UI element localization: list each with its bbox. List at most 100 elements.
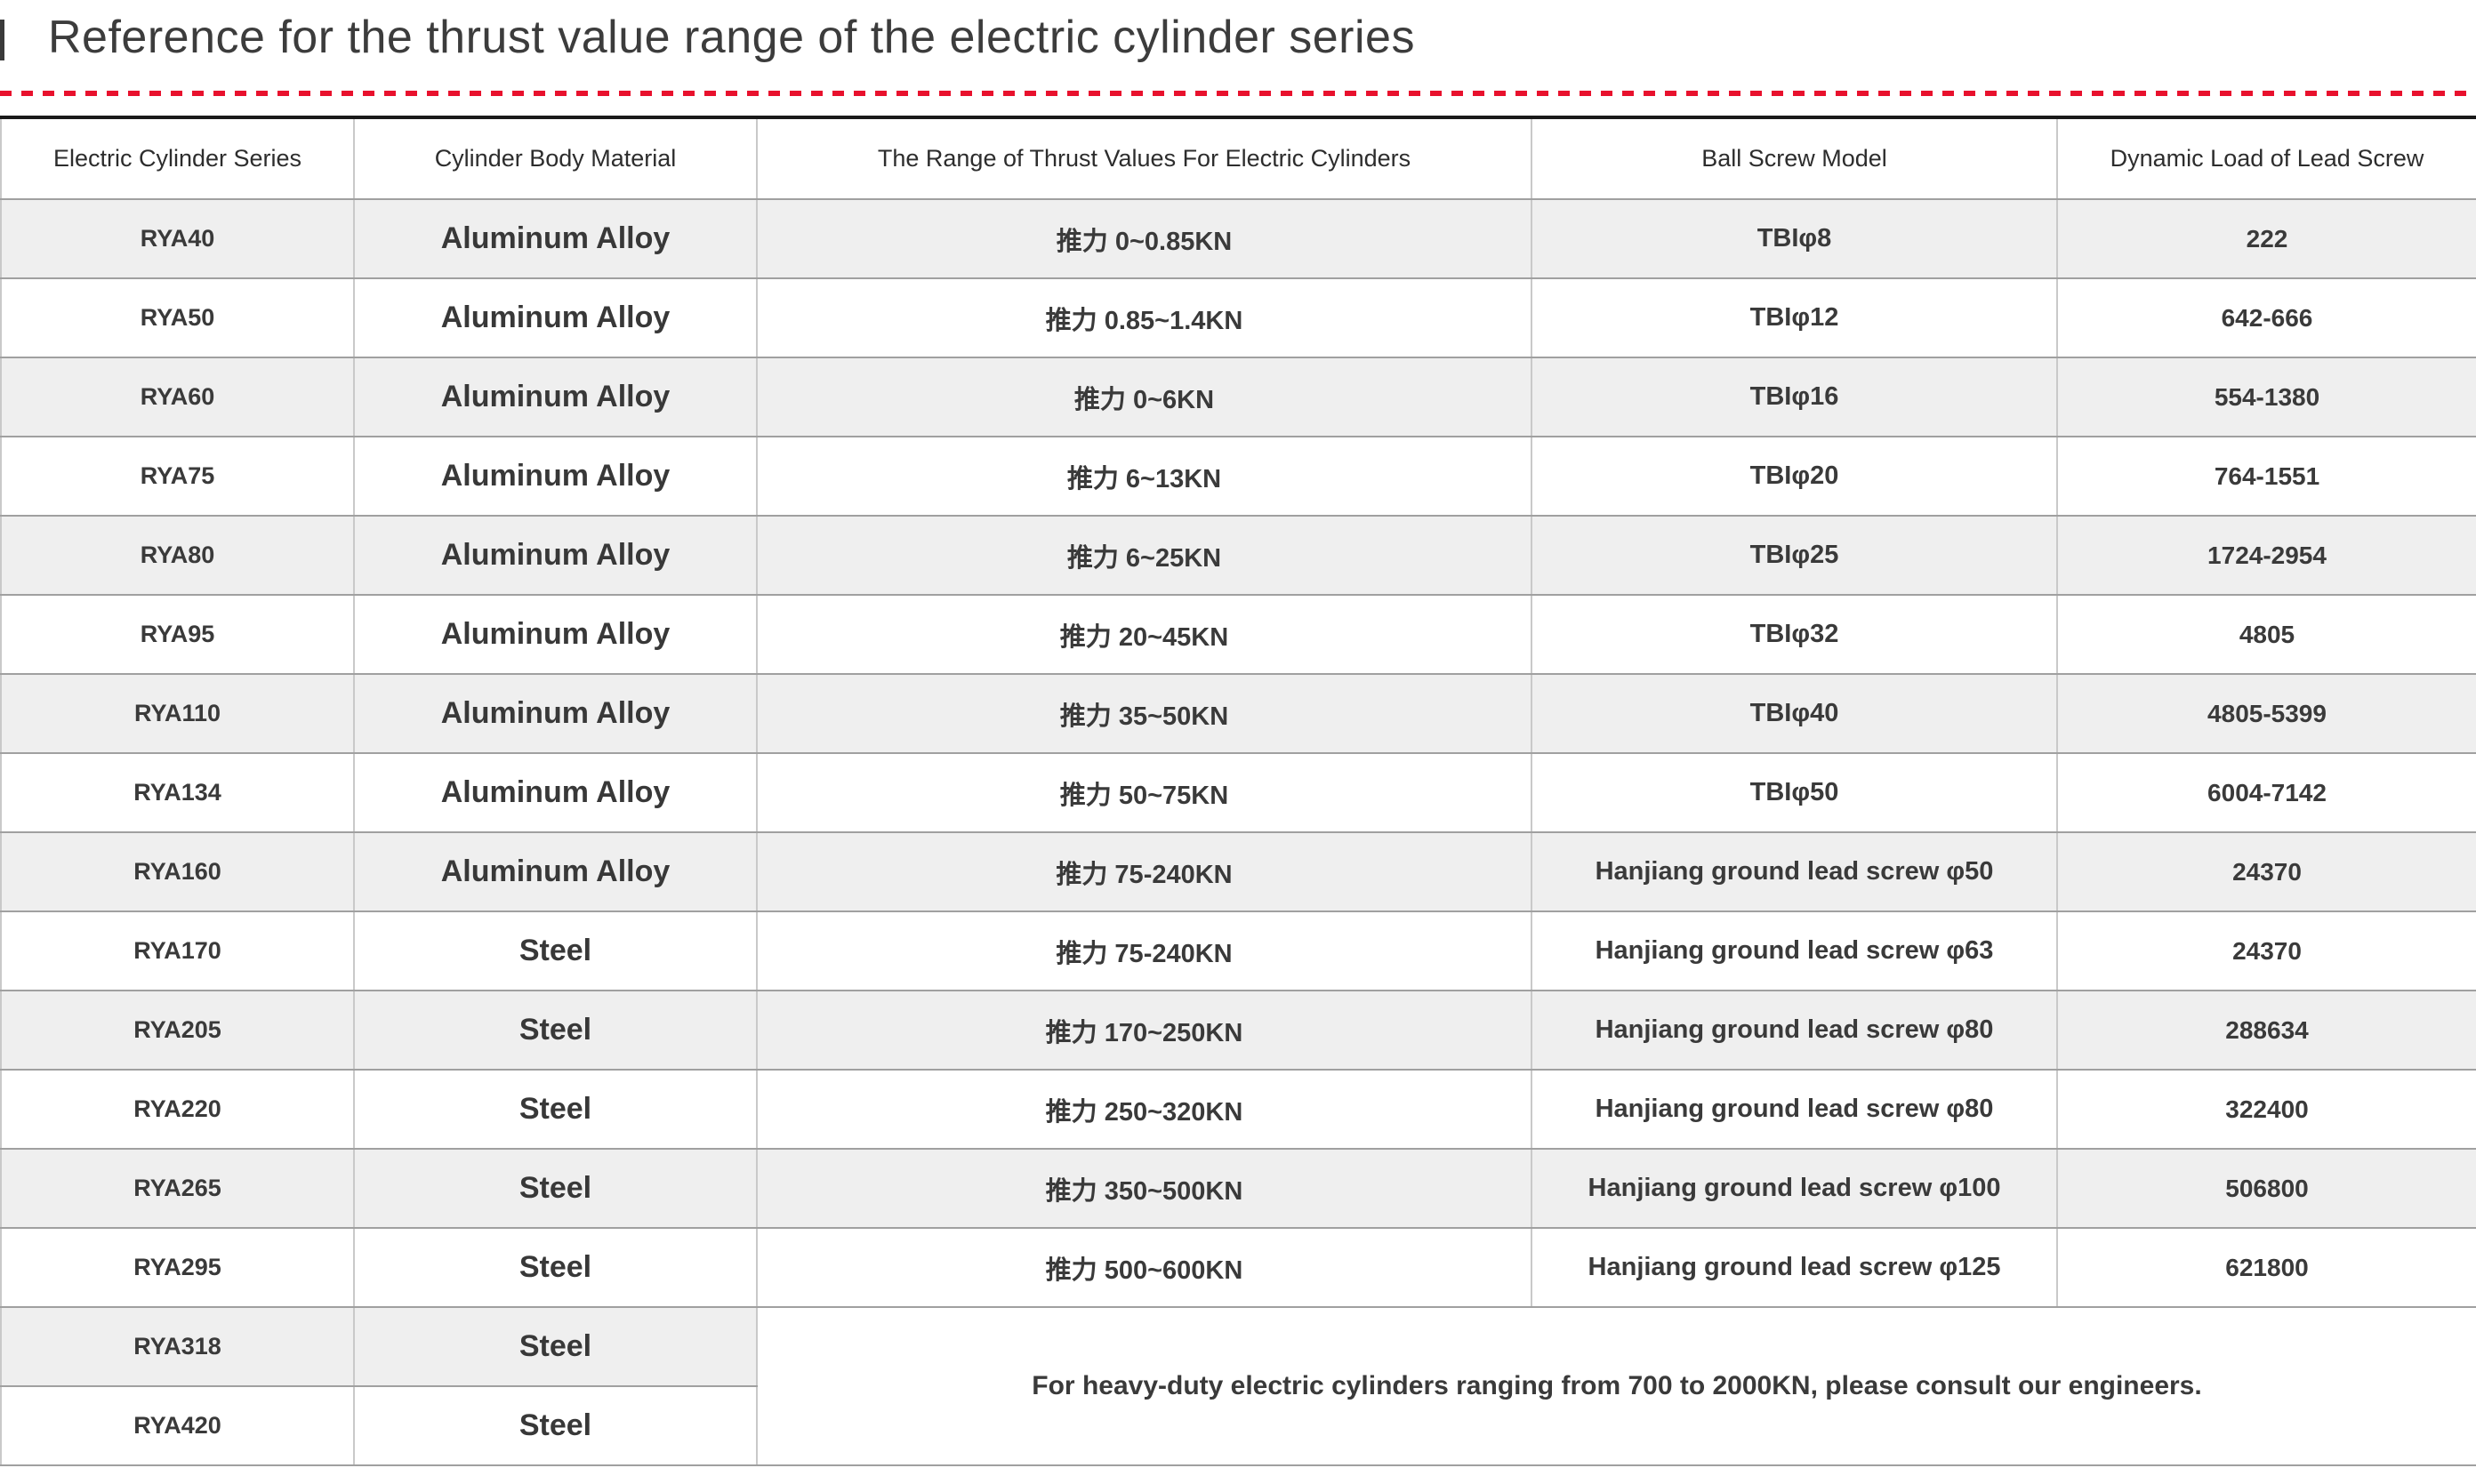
material-cell: Steel bbox=[353, 1385, 758, 1466]
ball-screw-cell: TBIφ50 bbox=[1531, 752, 2058, 833]
dynamic-load-cell: 4805 bbox=[2056, 594, 2476, 675]
series-cell: RYA295 bbox=[0, 1227, 355, 1308]
series-cell: RYA265 bbox=[0, 1148, 355, 1229]
dynamic-load-cell: 222 bbox=[2056, 198, 2476, 279]
series-cell: RYA50 bbox=[0, 277, 355, 358]
material-cell: Aluminum Alloy bbox=[353, 673, 758, 754]
ball-screw-cell: TBIφ32 bbox=[1531, 594, 2058, 675]
column-header-material: Cylinder Body Material bbox=[353, 116, 758, 200]
table-row: RYA50 Aluminum Alloy 推力 0.85~1.4KN TBIφ12 64… bbox=[0, 277, 2476, 358]
material-cell: Aluminum Alloy bbox=[353, 357, 758, 437]
table-header: Electric Cylinder Series Cylinder Body M… bbox=[0, 116, 2476, 200]
dynamic-load-cell: 288634 bbox=[2056, 990, 2476, 1071]
dynamic-load-cell: 764-1551 bbox=[2056, 436, 2476, 517]
series-cell: RYA205 bbox=[0, 990, 355, 1071]
dynamic-load-cell: 24370 bbox=[2056, 831, 2476, 912]
table-row: RYA205 Steel 推力 170~250KN Hanjiang ground l… bbox=[0, 990, 2476, 1071]
material-cell: Steel bbox=[353, 1306, 758, 1387]
ball-screw-cell: TBIφ20 bbox=[1531, 436, 2058, 517]
ball-screw-cell: Hanjiang ground lead screw φ80 bbox=[1531, 1069, 2058, 1150]
red-dashed-divider bbox=[0, 91, 2476, 96]
ball-screw-cell: Hanjiang ground lead screw φ63 bbox=[1531, 910, 2058, 991]
thrust-range-cell: 推力 250~320KN bbox=[756, 1069, 1532, 1150]
thrust-range-cell: 推力 75-240KN bbox=[756, 910, 1532, 991]
column-header-thrust: The Range of Thrust Values For Electric … bbox=[756, 116, 1532, 200]
thrust-range-cell: 推力 0~6KN bbox=[756, 357, 1532, 437]
table-row: RYA75 Aluminum Alloy 推力 6~13KN TBIφ20 764-15… bbox=[0, 436, 2476, 517]
series-cell: RYA110 bbox=[0, 673, 355, 754]
table-row: RYA265 Steel 推力 350~500KN Hanjiang ground l… bbox=[0, 1148, 2476, 1229]
series-cell: RYA134 bbox=[0, 752, 355, 833]
dynamic-load-cell: 4805-5399 bbox=[2056, 673, 2476, 754]
table-row: RYA170 Steel 推力 75-240KN Hanjiang ground le… bbox=[0, 910, 2476, 991]
thrust-range-cell: 推力 350~500KN bbox=[756, 1148, 1532, 1229]
material-cell: Aluminum Alloy bbox=[353, 198, 758, 279]
header-row: Electric Cylinder Series Cylinder Body M… bbox=[0, 116, 2476, 200]
thrust-range-cell: 推力 20~45KN bbox=[756, 594, 1532, 675]
dynamic-load-cell: 554-1380 bbox=[2056, 357, 2476, 437]
thrust-range-cell: 推力 0.85~1.4KN bbox=[756, 277, 1532, 358]
material-cell: Steel bbox=[353, 1069, 758, 1150]
dynamic-load-cell: 642-666 bbox=[2056, 277, 2476, 358]
thrust-range-cell: 推力 50~75KN bbox=[756, 752, 1532, 833]
series-cell: RYA80 bbox=[0, 515, 355, 596]
series-cell: RYA220 bbox=[0, 1069, 355, 1150]
material-cell: Steel bbox=[353, 1148, 758, 1229]
thrust-range-cell: 推力 170~250KN bbox=[756, 990, 1532, 1071]
series-cell: RYA75 bbox=[0, 436, 355, 517]
column-header-dynamic-load: Dynamic Load of Lead Screw bbox=[2056, 116, 2476, 200]
material-cell: Aluminum Alloy bbox=[353, 277, 758, 358]
material-cell: Aluminum Alloy bbox=[353, 436, 758, 517]
material-cell: Aluminum Alloy bbox=[353, 515, 758, 596]
ball-screw-cell: TBIφ25 bbox=[1531, 515, 2058, 596]
thrust-range-cell: 推力 0~0.85KN bbox=[756, 198, 1532, 279]
dynamic-load-cell: 1724-2954 bbox=[2056, 515, 2476, 596]
table-row: RYA134 Aluminum Alloy 推力 50~75KN TBIφ50 6004… bbox=[0, 752, 2476, 833]
table-row: RYA80 Aluminum Alloy 推力 6~25KN TBIφ25 1724-2… bbox=[0, 515, 2476, 596]
dynamic-load-cell: 24370 bbox=[2056, 910, 2476, 991]
dynamic-load-cell: 621800 bbox=[2056, 1227, 2476, 1308]
ball-screw-cell: Hanjiang ground lead screw φ80 bbox=[1531, 990, 2058, 1071]
table-row: RYA60 Aluminum Alloy 推力 0~6KN TBIφ16 554-138… bbox=[0, 357, 2476, 437]
title-edge-mark bbox=[0, 20, 4, 60]
series-cell: RYA60 bbox=[0, 357, 355, 437]
thrust-range-cell: 推力 35~50KN bbox=[756, 673, 1532, 754]
material-cell: Aluminum Alloy bbox=[353, 752, 758, 833]
material-cell: Aluminum Alloy bbox=[353, 594, 758, 675]
series-cell: RYA170 bbox=[0, 910, 355, 991]
ball-screw-cell: TBIφ8 bbox=[1531, 198, 2058, 279]
dynamic-load-cell: 322400 bbox=[2056, 1069, 2476, 1150]
series-cell: RYA40 bbox=[0, 198, 355, 279]
table-row: RYA295 Steel 推力 500~600KN Hanjiang ground l… bbox=[0, 1227, 2476, 1308]
page-title: Reference for the thrust value range of … bbox=[48, 12, 1415, 63]
material-cell: Aluminum Alloy bbox=[353, 831, 758, 912]
material-cell: Steel bbox=[353, 910, 758, 991]
table-body: RYA40 Aluminum Alloy 推力 0~0.85KN TBIφ8 222 RY… bbox=[0, 198, 2476, 1466]
series-cell: RYA318 bbox=[0, 1306, 355, 1387]
dynamic-load-cell: 506800 bbox=[2056, 1148, 2476, 1229]
table-row: RYA420 Steel bbox=[0, 1385, 2476, 1466]
ball-screw-cell: Hanjiang ground lead screw φ50 bbox=[1531, 831, 2058, 912]
column-header-ball-screw: Ball Screw Model bbox=[1531, 116, 2058, 200]
ball-screw-cell: Hanjiang ground lead screw φ125 bbox=[1531, 1227, 2058, 1308]
material-cell: Steel bbox=[353, 990, 758, 1071]
table-row: RYA95 Aluminum Alloy 推力 20~45KN TBIφ32 4805 bbox=[0, 594, 2476, 675]
table-row: RYA318 Steel For heavy-duty electric cylin… bbox=[0, 1306, 2476, 1466]
ball-screw-cell: TBIφ16 bbox=[1531, 357, 2058, 437]
table-row: RYA110 Aluminum Alloy 推力 35~50KN TBIφ40 4805… bbox=[0, 673, 2476, 754]
ball-screw-cell: TBIφ12 bbox=[1531, 277, 2058, 358]
thrust-range-cell: 推力 6~13KN bbox=[756, 436, 1532, 517]
title-band: Reference for the thrust value range of … bbox=[0, 0, 2476, 92]
thrust-range-cell: 推力 75-240KN bbox=[756, 831, 1532, 912]
table-row: RYA220 Steel 推力 250~320KN Hanjiang ground l… bbox=[0, 1069, 2476, 1150]
dynamic-load-cell: 6004-7142 bbox=[2056, 752, 2476, 833]
material-cell: Steel bbox=[353, 1227, 758, 1308]
ball-screw-cell: Hanjiang ground lead screw φ100 bbox=[1531, 1148, 2058, 1229]
series-cell: RYA95 bbox=[0, 594, 355, 675]
table-row: RYA40 Aluminum Alloy 推力 0~0.85KN TBIφ8 222 bbox=[0, 198, 2476, 279]
series-cell: RYA420 bbox=[0, 1385, 355, 1466]
column-header-series: Electric Cylinder Series bbox=[0, 116, 355, 200]
series-cell: RYA160 bbox=[0, 831, 355, 912]
ball-screw-cell: TBIφ40 bbox=[1531, 673, 2058, 754]
thrust-reference-table: Electric Cylinder Series Cylinder Body M… bbox=[0, 116, 2476, 1466]
